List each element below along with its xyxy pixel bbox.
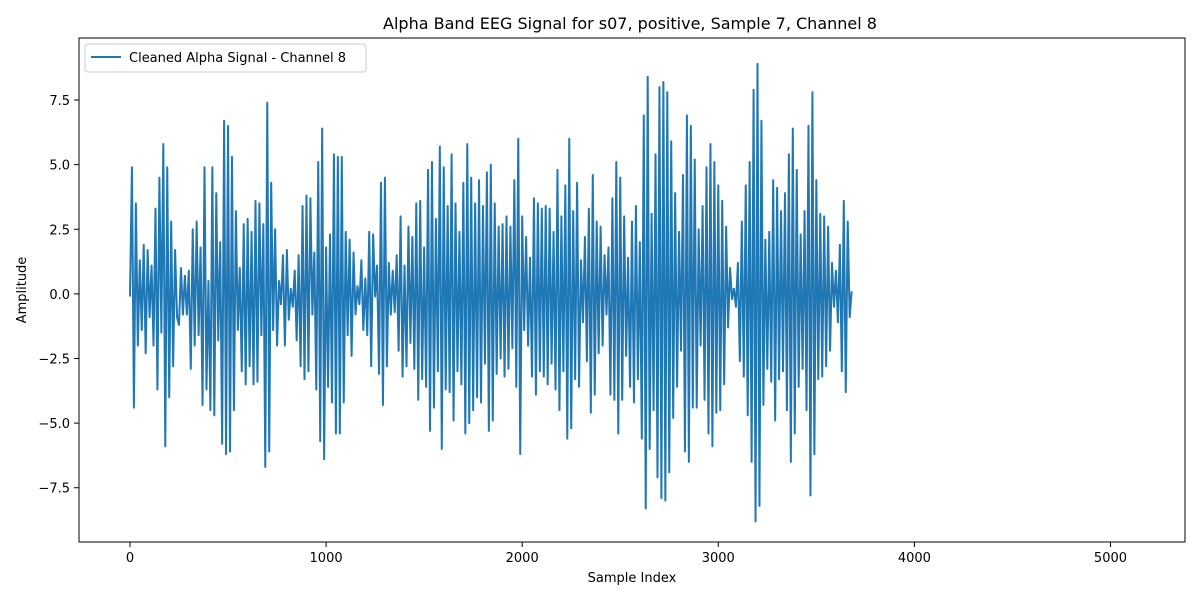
- x-axis-label: Sample Index: [588, 571, 677, 586]
- y-axis: −7.5 −5.0 −2.5 0.0 2.5 5.0 7.5: [38, 94, 79, 497]
- y-axis-label: Amplitude: [15, 257, 30, 324]
- x-tick-label: 4000: [898, 551, 931, 566]
- plot-area: [78, 37, 1186, 543]
- y-tick-label: −7.5: [38, 482, 70, 497]
- x-tick-label: 0: [126, 551, 134, 566]
- legend: Cleaned Alpha Signal - Channel 8: [84, 43, 367, 73]
- chart-title: Alpha Band EEG Signal for s07, positive,…: [383, 14, 877, 33]
- y-tick-label: 2.5: [49, 223, 70, 238]
- legend-box: [84, 43, 367, 73]
- x-tick-label: 1000: [310, 551, 343, 566]
- x-tick-label: 2000: [506, 551, 539, 566]
- y-tick-label: 0.0: [49, 288, 70, 303]
- x-tick-label: 3000: [702, 551, 735, 566]
- x-axis: 0 1000 2000 3000 4000 5000: [126, 542, 1127, 566]
- x-tick-label: 5000: [1094, 551, 1127, 566]
- y-tick-label: 5.0: [49, 159, 70, 174]
- y-tick-label: 7.5: [49, 94, 70, 109]
- series-line-channel-8: [128, 62, 853, 523]
- plot-frame: [78, 37, 1186, 543]
- legend-entry-channel-8: Cleaned Alpha Signal - Channel 8: [129, 51, 346, 66]
- y-tick-label: −2.5: [38, 352, 70, 367]
- y-tick-label: −5.0: [38, 417, 70, 432]
